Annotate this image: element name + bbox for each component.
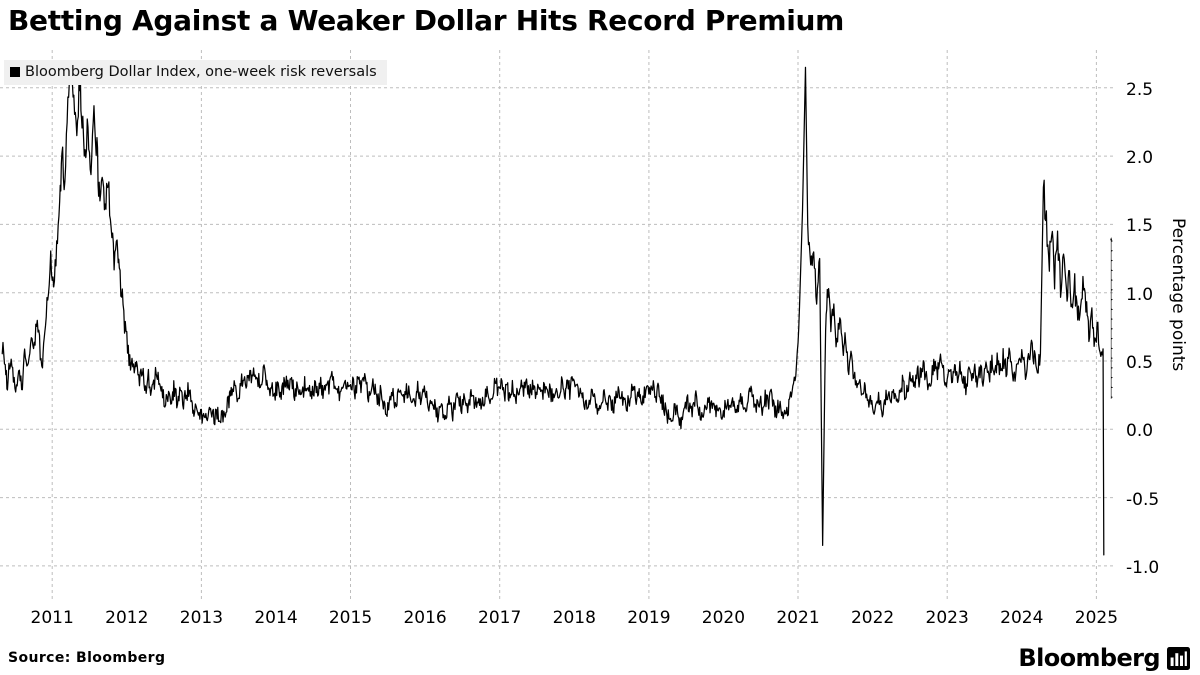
- y-axis-tick-label: 2.0: [1126, 148, 1154, 169]
- y-axis-tick-label: 1.0: [1126, 284, 1154, 305]
- legend-item-label: Bloomberg Dollar Index, one-week risk re…: [25, 64, 377, 80]
- y-axis-title: Percentage points: [1168, 218, 1188, 372]
- bloomberg-brand: Bloomberg: [1018, 644, 1190, 672]
- x-axis-tick-label: 2018: [552, 608, 596, 628]
- y-axis-tick-label: 0.0: [1126, 421, 1154, 442]
- y-axis-tick-label: -1.0: [1126, 557, 1160, 578]
- chart-svg: [0, 50, 1115, 600]
- plot-region: [0, 40, 1115, 600]
- x-axis-tick-label: 2024: [1000, 608, 1044, 628]
- data-line-series: [1, 62, 1105, 556]
- y-axis-tick-label: 1.5: [1126, 216, 1154, 237]
- brand-wordmark: Bloomberg: [1018, 644, 1160, 672]
- y-axis-tick-label: -0.5: [1126, 489, 1160, 510]
- horizontal-gridlines: [0, 87, 1115, 567]
- source-note: Source: Bloomberg: [8, 650, 166, 666]
- x-axis-tick-label: 2013: [179, 608, 224, 628]
- x-axis-tick-label: 2019: [627, 608, 671, 628]
- x-axis-tick-label: 2021: [776, 608, 820, 628]
- x-axis-tick-label: 2017: [478, 608, 522, 628]
- y-axis-tick-label: 0.5: [1126, 352, 1154, 373]
- chart-area: [0, 40, 1200, 610]
- legend-square-icon: [10, 67, 20, 77]
- chart-legend: Bloomberg Dollar Index, one-week risk re…: [4, 60, 387, 85]
- vertical-gridlines: [51, 50, 1097, 600]
- x-axis-tick-label: 2020: [701, 608, 746, 628]
- x-axis-tick-label: 2022: [850, 608, 895, 628]
- x-axis-tick-label: 2016: [403, 608, 447, 628]
- page-title: Betting Against a Weaker Dollar Hits Rec…: [8, 4, 845, 37]
- bloomberg-terminal-icon: [1167, 646, 1190, 670]
- x-axis-tick-label: 2014: [254, 608, 298, 628]
- x-axis-tick-label: 2015: [328, 608, 373, 628]
- x-axis-tick-label: 2011: [30, 608, 74, 628]
- x-axis-tick-label: 2012: [105, 608, 149, 628]
- x-axis-tick-labels: 2011 2012 2013 2014 2015 2016 2017 2018 2019 2020…: [0, 608, 1119, 638]
- y-axis-tick-label: 2.5: [1126, 79, 1154, 100]
- y-axis-tick-labels: 2.5 2.0 1.5 1.0 0.5 0.0 -0.5 -1.0: [1126, 40, 1186, 610]
- x-axis-tick-label: 2025: [1074, 608, 1119, 628]
- x-axis-tick-label: 2023: [925, 608, 969, 628]
- y-axis-spine: [1110, 237, 1113, 399]
